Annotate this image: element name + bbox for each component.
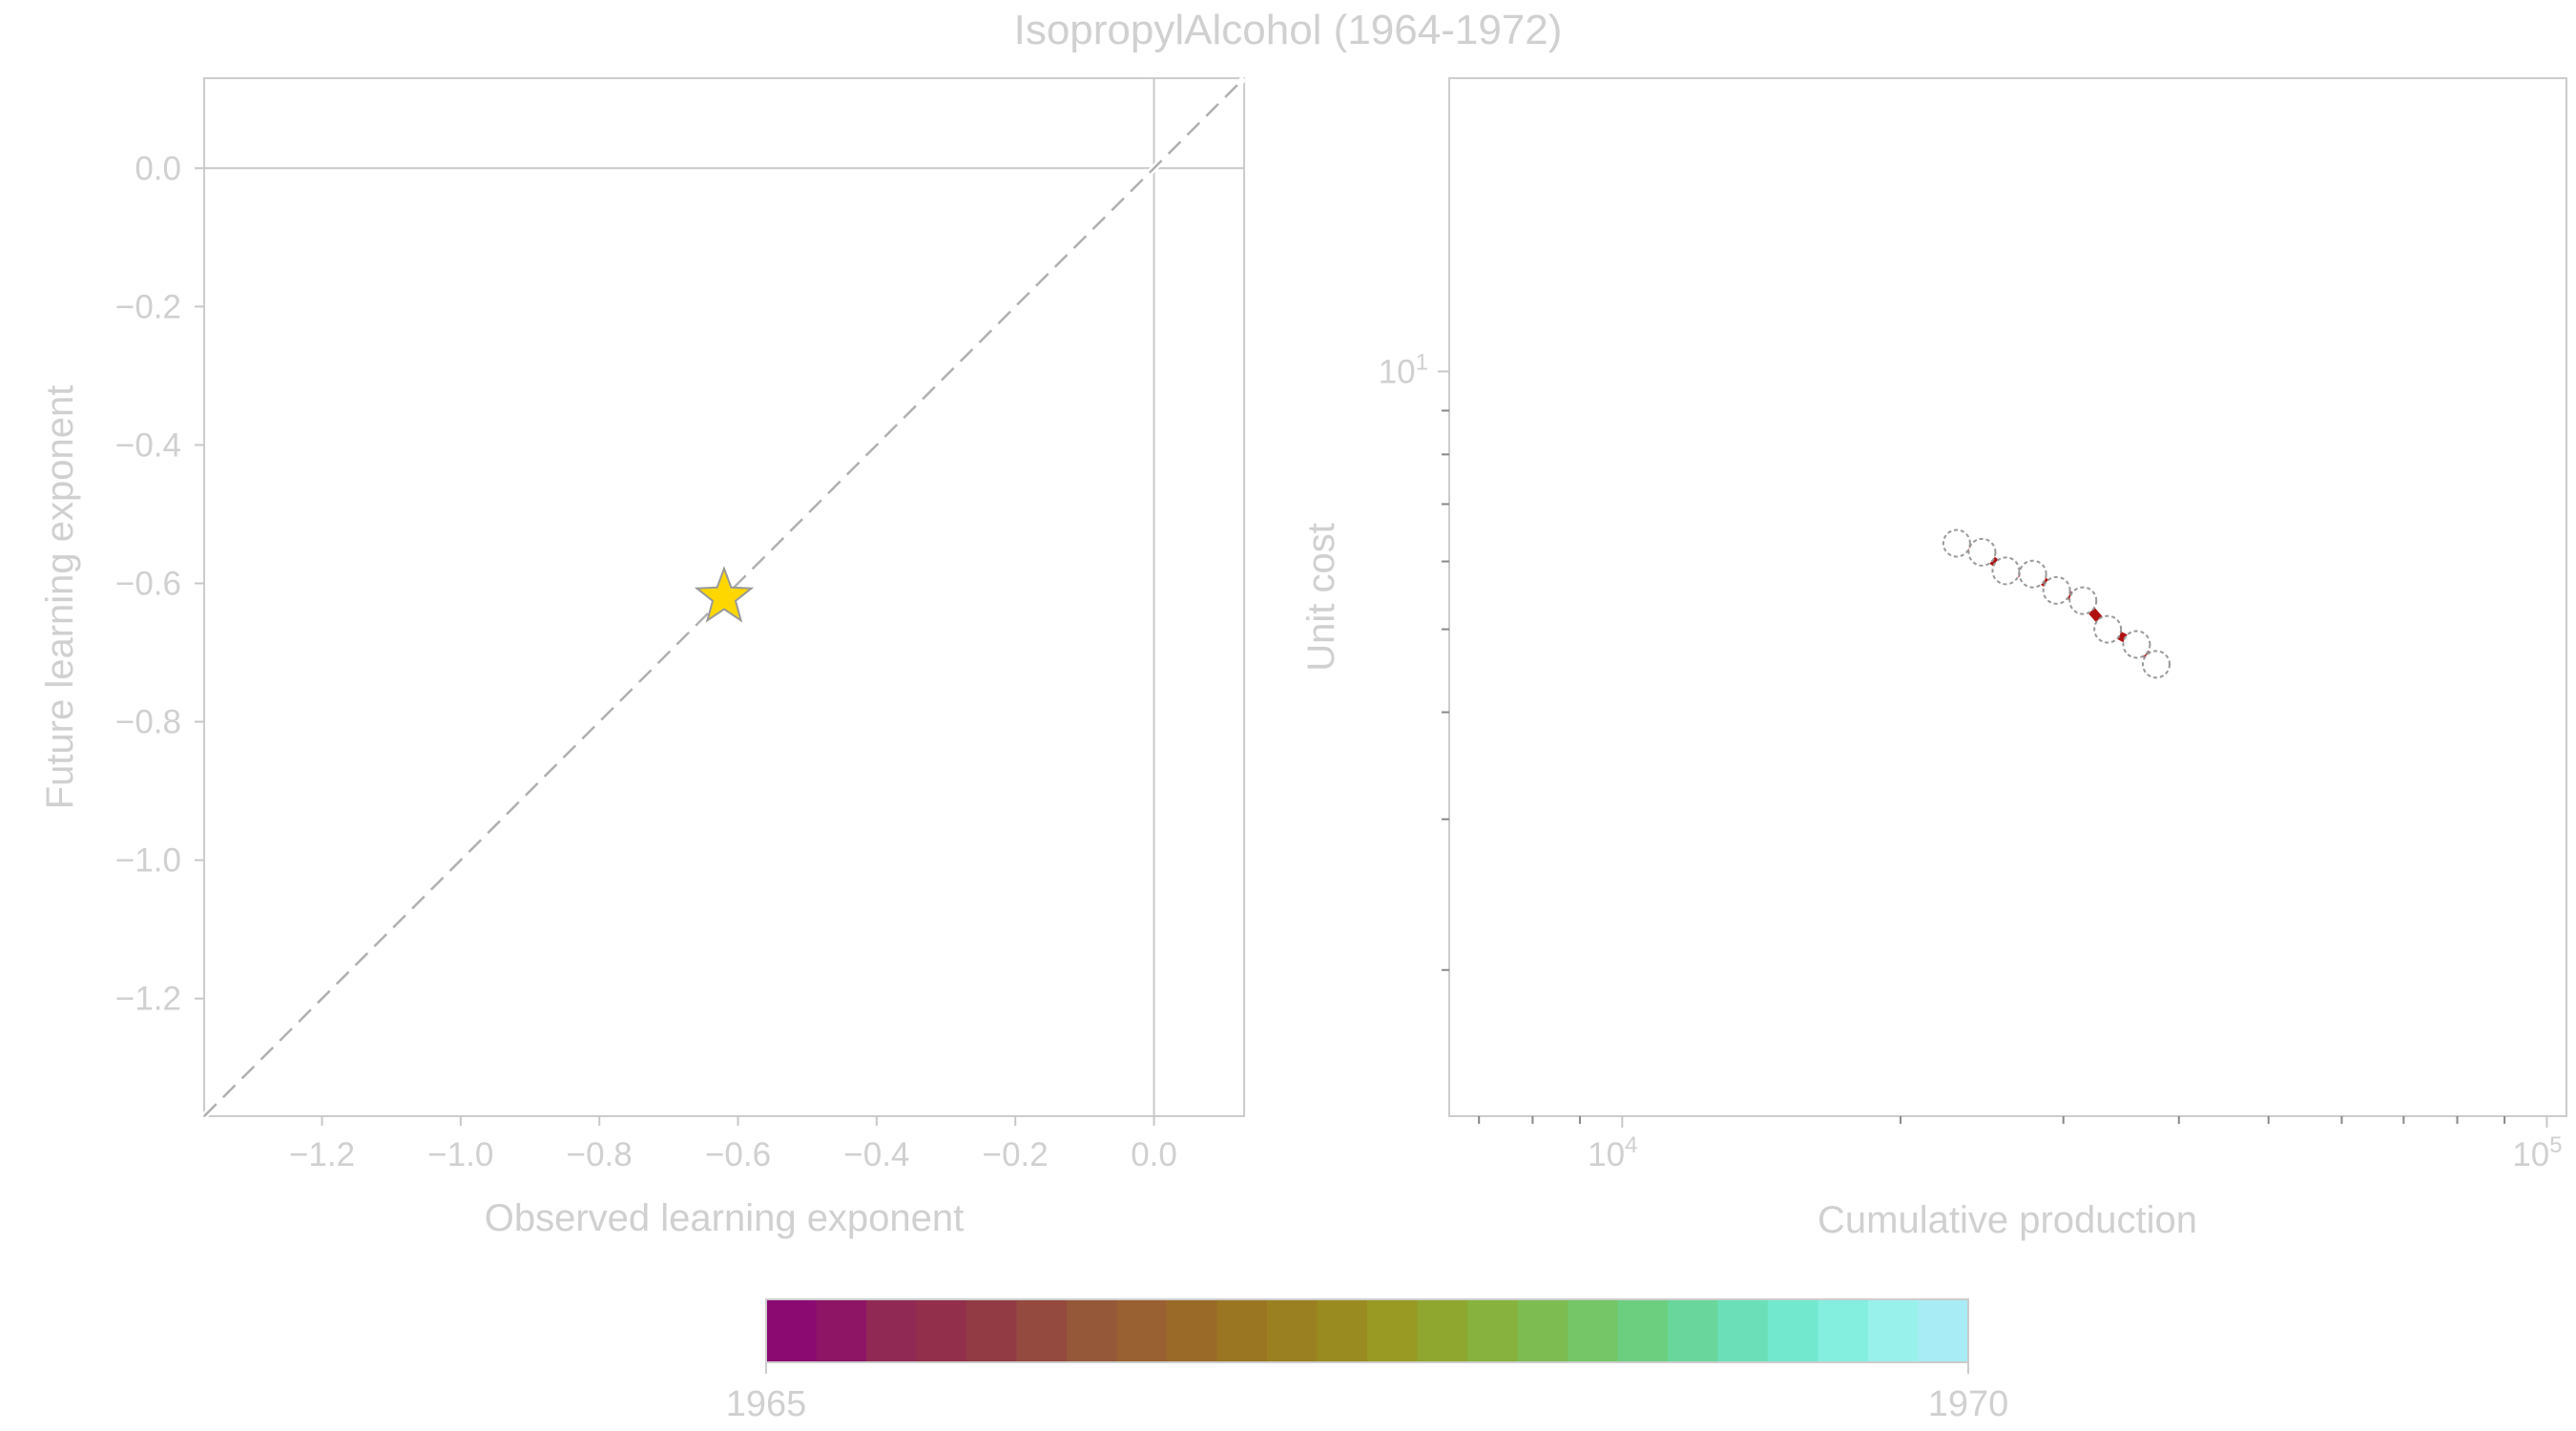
x-tick-label: −0.2 [983, 1136, 1049, 1173]
colorbar-segment [1918, 1299, 1969, 1362]
colorbar-segment [1317, 1299, 1368, 1362]
unit-cost-plot: 104 105 101 Cumulative production Unit co… [1300, 77, 2567, 1241]
colorbar-segment [866, 1299, 918, 1362]
figure-title: IsopropylAlcohol (1964-1972) [1014, 7, 1563, 53]
x-tick-label: −0.4 [843, 1136, 909, 1173]
y-tick-label: 0.0 [135, 150, 181, 187]
y-axis-ticks: 0.0 −0.2 −0.4 −0.6 −0.8 −1.0 −1.2 [115, 150, 204, 1018]
colorbar-segment [1868, 1299, 1920, 1362]
x-tick-label: 105 [2512, 1132, 2562, 1173]
x-tick-label: −1.0 [427, 1136, 493, 1173]
colorbar-segment [1517, 1299, 1568, 1362]
y-axis-label: Unit cost [1300, 523, 1342, 672]
star-marker [694, 566, 755, 623]
colorbar-segment [1818, 1299, 1869, 1362]
x-tick-label: −0.6 [705, 1136, 771, 1173]
colorbar-segment [1668, 1299, 1719, 1362]
colorbar-segment [1467, 1299, 1519, 1362]
colorbar-frame [765, 1298, 1969, 1363]
y-tick-label: −0.6 [115, 565, 181, 602]
cost-point [2093, 614, 2123, 644]
colorbar-segment [916, 1299, 967, 1362]
x-tick-label: 0.0 [1131, 1136, 1177, 1173]
cost-point [1942, 529, 1971, 558]
colorbar-segment [1717, 1299, 1769, 1362]
exponent-points [694, 566, 755, 623]
colorbar-segment [1016, 1299, 1068, 1362]
cost-point [2042, 575, 2071, 605]
colorbar-segment [1116, 1299, 1168, 1362]
y-tick-label: −0.8 [115, 704, 181, 741]
colorbar-segment [966, 1299, 1018, 1362]
x-axis-label: Observed learning exponent [485, 1197, 965, 1239]
colorbar-segment [1216, 1299, 1268, 1362]
cost-series [1942, 529, 2171, 679]
colorbar-segment [1367, 1299, 1419, 1362]
colorbar-segment [766, 1299, 818, 1362]
right-plot-frame [1448, 77, 2567, 1117]
y-axis-ticks-log: 101 [1379, 349, 1449, 971]
x-axis-ticks-log: 104 105 [1478, 1116, 2563, 1173]
cost-point [2018, 559, 2047, 589]
y-tick-label: −1.0 [115, 842, 181, 880]
x-tick-label: 104 [1588, 1132, 1637, 1173]
cost-point [2122, 630, 2151, 659]
cost-point [2141, 650, 2171, 679]
colorbar-segment [1417, 1299, 1468, 1362]
colorbar-segment [1267, 1299, 1319, 1362]
year-colorbar: 1965 1970 [726, 1298, 2009, 1424]
colorbar-gradient [766, 1299, 1969, 1362]
y-tick-label: 101 [1379, 349, 1428, 390]
learning-exponent-plot: −1.2 −1.0 −0.8 −0.6 −0.4 −0.2 0.0 0.0−0.2−0.4−… [39, 75, 1247, 1239]
colorbar-segment [1067, 1299, 1118, 1362]
cost-point [1991, 556, 2021, 586]
x-axis-ticks: −1.2 −1.0 −0.8 −0.6 −0.4 −0.2 0.0 [289, 1116, 1177, 1173]
colorbar-segment [816, 1299, 867, 1362]
y-axis-label: Future learning exponent [39, 385, 81, 810]
y-tick-label: −0.4 [115, 426, 181, 464]
left-plot-frame [203, 77, 1245, 1117]
x-axis-label: Cumulative production [1818, 1199, 2197, 1241]
y-tick-label: −1.2 [115, 981, 181, 1018]
colorbar-segment [1617, 1299, 1669, 1362]
cost-point [2068, 586, 2098, 615]
x-tick-label: −0.8 [567, 1136, 633, 1173]
colorbar-min-label: 1965 [726, 1384, 807, 1424]
colorbar-segment [1568, 1299, 1619, 1362]
x-tick-label: −1.2 [289, 1136, 355, 1173]
colorbar-segment [1768, 1299, 1819, 1362]
cost-point [1967, 537, 1997, 567]
y-tick-label: −0.2 [115, 288, 181, 325]
colorbar-max-label: 1970 [1928, 1384, 2009, 1424]
colorbar-segment [1167, 1299, 1218, 1362]
